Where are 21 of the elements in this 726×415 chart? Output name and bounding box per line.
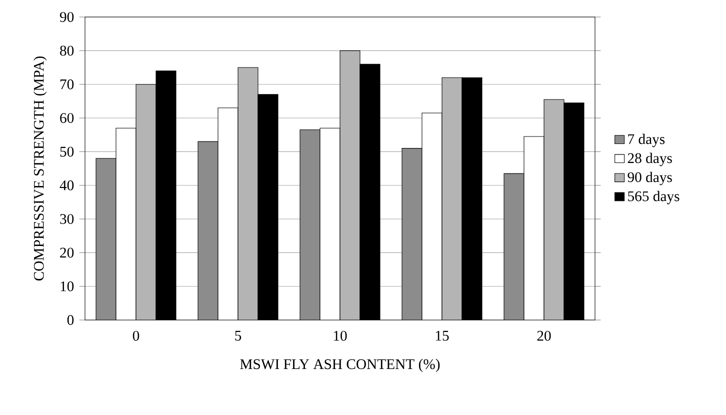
y-tick-label: 90 [60, 12, 74, 22]
y-tick-label: 70 [60, 79, 74, 90]
x-tick-label: 0 [132, 330, 140, 341]
x-tick-label: 15 [436, 330, 449, 341]
x-tick-label: 5 [235, 330, 242, 341]
x-tick-label: 10 [334, 330, 347, 341]
legend-label: 7 days [628, 134, 665, 148]
y-tick-label: 30 [60, 214, 74, 224]
y-tick-label: 40 [60, 180, 74, 190]
legend-label: 90 days [628, 172, 672, 186]
legend-label: 28 days [628, 152, 672, 166]
x-tick-label: 20 [537, 330, 551, 341]
y-tick-label: 60 [60, 113, 74, 123]
y-tick-label: 50 [60, 146, 74, 157]
y-tick-label: 0 [67, 315, 74, 325]
y-tick-label: 20 [60, 248, 74, 258]
y-tick-label: 80 [60, 46, 74, 56]
x-axis-title: MSWI FLY ASH CONTENT (%) [240, 358, 440, 372]
y-axis-title: COMPRESSIVE STRENGTH (MPA) [33, 56, 47, 280]
legend-label: 565 days [628, 190, 680, 204]
y-tick-label: 10 [60, 281, 74, 292]
